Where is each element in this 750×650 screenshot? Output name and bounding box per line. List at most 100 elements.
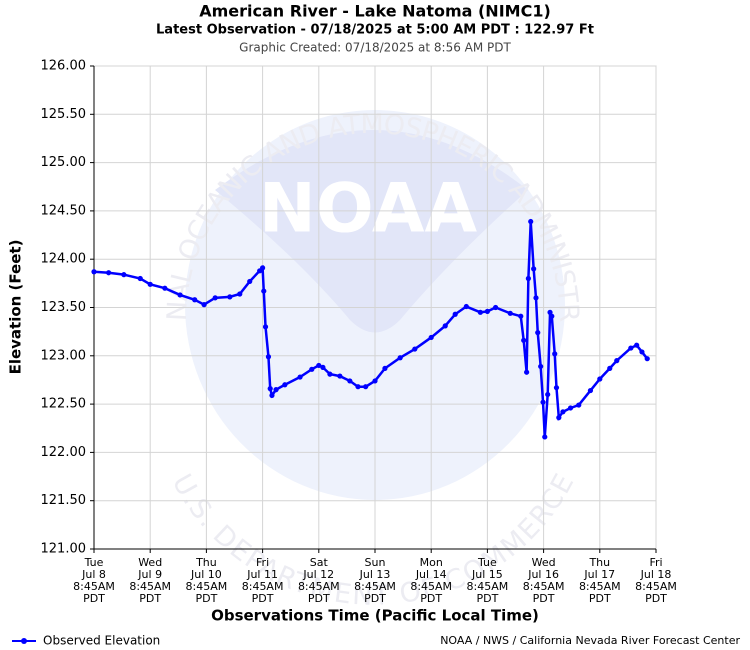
data-point: [412, 346, 418, 352]
legend-label: Observed Elevation: [43, 634, 160, 648]
data-point: [614, 358, 620, 364]
data-point: [452, 311, 458, 317]
data-point: [177, 292, 183, 298]
data-point: [442, 323, 448, 329]
data-point: [269, 392, 275, 399]
data-point: [531, 266, 537, 272]
x-tick-label: PDT: [195, 592, 217, 605]
x-tick-label: 8:45AM: [467, 580, 509, 593]
data-point: [261, 288, 267, 294]
data-point: [484, 308, 490, 314]
created-note: Graphic Created: 07/18/2025 at 8:56 AM P…: [239, 41, 511, 55]
data-point: [372, 378, 378, 384]
watermark-bird: [215, 130, 528, 333]
data-point: [607, 365, 613, 371]
data-point: [265, 354, 272, 360]
x-tick-label: PDT: [420, 592, 442, 605]
y-tick-label: 125.50: [41, 107, 87, 122]
data-point: [309, 366, 315, 372]
data-point: [507, 310, 513, 316]
data-point: [518, 313, 524, 319]
y-tick-label: 124.00: [41, 252, 87, 267]
x-tick-label: Tue: [84, 556, 104, 569]
data-point: [137, 275, 143, 282]
y-tick-label: 122.50: [41, 397, 87, 412]
data-point: [560, 409, 566, 415]
data-point: [91, 269, 97, 275]
x-tick-label: Jul 13: [359, 568, 391, 581]
data-point: [320, 364, 326, 370]
x-tick-label: PDT: [476, 592, 498, 605]
chart-title: American River - Lake Natoma (NIMC1): [199, 2, 551, 21]
y-tick-label: 124.50: [41, 203, 87, 218]
data-point: [201, 302, 207, 308]
data-point: [282, 382, 288, 388]
x-tick-label: Thu: [195, 556, 217, 569]
data-point: [355, 384, 361, 390]
data-point: [237, 291, 243, 297]
x-tick-label: PDT: [645, 592, 667, 605]
y-tick-label: 126.00: [41, 59, 87, 74]
x-tick-label: 8:45AM: [354, 580, 396, 593]
x-tick-label: PDT: [364, 592, 386, 605]
data-point: [273, 387, 279, 393]
data-point: [547, 309, 553, 315]
data-point: [525, 275, 531, 282]
y-tick-label: 125.00: [41, 155, 87, 170]
data-point: [540, 399, 546, 405]
data-point: [567, 405, 574, 411]
x-tick-label: Fri: [256, 556, 269, 569]
x-tick-label: Mon: [420, 556, 443, 569]
data-point: [634, 342, 640, 348]
data-point: [297, 374, 303, 380]
x-tick-label: Jul 17: [583, 568, 615, 581]
x-tick-label: 8:45AM: [298, 580, 340, 593]
x-tick-label: Jul 16: [527, 568, 559, 581]
data-point: [644, 356, 650, 362]
x-tick-label: PDT: [139, 592, 161, 605]
x-tick-label: PDT: [533, 592, 555, 605]
x-tick-label: Jul 9: [137, 568, 162, 581]
y-axis-title: Elevation (Feet): [7, 240, 25, 375]
x-tick-label: Jul 12: [302, 568, 334, 581]
x-tick-label: Sun: [365, 556, 386, 569]
data-point: [492, 304, 499, 311]
data-point: [162, 285, 168, 291]
data-point: [397, 355, 403, 361]
data-point: [521, 337, 527, 343]
data-point: [192, 297, 198, 303]
x-tick-label: Wed: [138, 556, 162, 569]
data-point: [549, 313, 555, 319]
x-tick-label: Thu: [588, 556, 610, 569]
x-tick-label: Jul 14: [415, 568, 447, 581]
data-point: [524, 369, 530, 375]
data-point: [267, 386, 273, 392]
chart-subtitle: Latest Observation - 07/18/2025 at 5:00 …: [156, 23, 594, 38]
watermark-center: NOAA: [259, 170, 478, 249]
x-tick-label: Jul 11: [246, 568, 278, 581]
data-point: [212, 295, 218, 301]
x-tick-label: 8:45AM: [523, 580, 565, 593]
x-tick-label: 8:45AM: [635, 580, 677, 593]
y-tick-label: 123.50: [41, 300, 87, 315]
data-point: [227, 294, 233, 300]
data-point: [262, 324, 269, 330]
data-point: [463, 303, 469, 310]
data-point: [106, 270, 112, 276]
x-tick-label: PDT: [589, 592, 611, 605]
data-point: [382, 365, 388, 371]
x-tick-label: 8:45AM: [579, 580, 621, 593]
data-point: [545, 391, 551, 398]
data-point: [628, 345, 634, 351]
data-point: [347, 378, 353, 384]
x-tick-label: PDT: [83, 592, 105, 605]
data-point: [247, 278, 253, 285]
x-tick-label: 8:45AM: [129, 580, 171, 593]
y-tick-label: 121.50: [41, 493, 87, 508]
data-point: [542, 434, 548, 440]
x-tick-label: PDT: [252, 592, 274, 605]
x-tick-label: PDT: [308, 592, 330, 605]
x-tick-label: Jul 8: [81, 568, 106, 581]
